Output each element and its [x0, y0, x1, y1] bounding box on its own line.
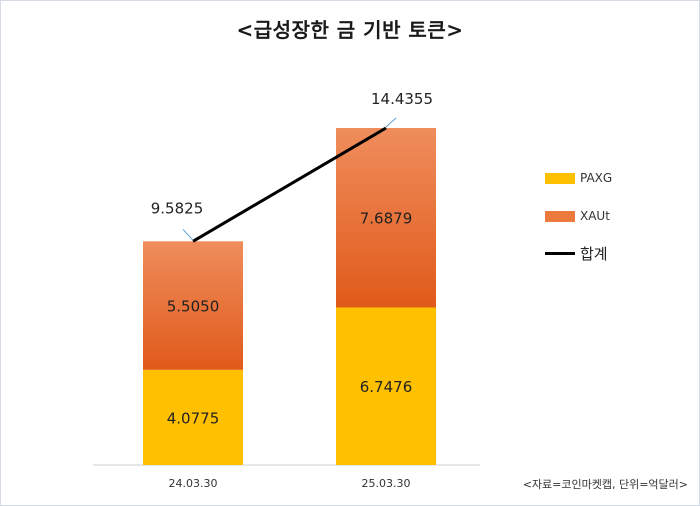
legend-swatch-total — [545, 251, 575, 255]
total-leader-line-0 — [182, 228, 194, 241]
data-label-xaut-0: 5.5050 — [167, 298, 220, 316]
data-label-xaut-1: 7.6879 — [360, 210, 413, 228]
bar-xaut-1 — [336, 128, 436, 308]
bar-paxg-0 — [143, 369, 243, 465]
legend-label-paxg: PAXG — [580, 171, 613, 185]
x-tick-label-1: 25.03.30 — [362, 477, 411, 490]
bar-paxg-1 — [336, 307, 436, 465]
legend-item-xaut: XAUt — [545, 206, 610, 226]
total-label-0: 9.5825 — [151, 199, 204, 217]
total-label-1: 14.4355 — [371, 90, 433, 108]
chart-title: <급성장한 금 기반 토큰> — [236, 18, 464, 42]
legend-item-total: 합계 — [545, 243, 608, 263]
legend-label-xaut: XAUt — [580, 209, 610, 223]
legend-item-paxg: PAXG — [545, 168, 612, 188]
legend-swatch-xaut — [545, 210, 575, 222]
total-leader-line-1 — [385, 117, 397, 128]
bar-xaut-0 — [143, 241, 243, 370]
legend-swatch-paxg — [545, 172, 575, 184]
legend-label-total: 합계 — [580, 244, 608, 263]
data-label-paxg-1: 6.7476 — [360, 378, 413, 396]
x-tick-label-0: 24.03.30 — [169, 477, 218, 490]
source-note: <자료=코인마켓캡, 단위=억달러> — [522, 478, 688, 491]
total-line — [192, 126, 387, 243]
data-label-paxg-0: 4.0775 — [167, 409, 220, 427]
